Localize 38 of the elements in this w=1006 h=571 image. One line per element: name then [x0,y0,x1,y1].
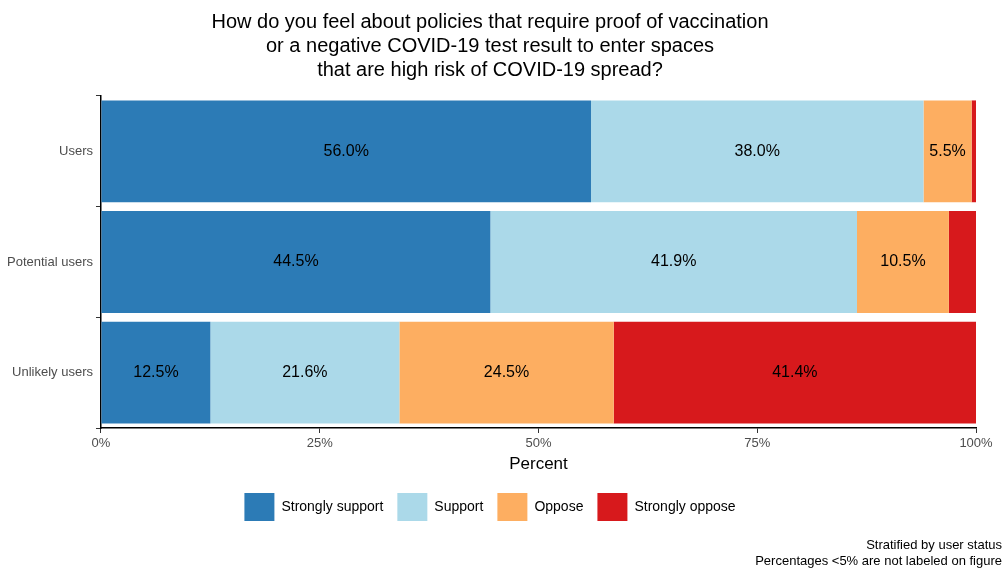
data-label: 38.0% [734,141,780,159]
bar [948,211,976,313]
x-tick-label: 75% [744,435,771,451]
bar [101,321,211,424]
data-label: 10.5% [880,252,926,270]
legend-label: Support [434,497,484,514]
legend-label: Strongly support [281,497,384,514]
data-label: 5.5% [929,141,966,159]
bar [591,100,924,203]
data-label: 56.0% [323,141,369,159]
data-label: 12.5% [133,363,179,381]
bar [923,100,972,203]
text: Percentages <5% are not labeled on figure [755,553,1002,568]
y-tick-label: Unlikely users [12,364,94,380]
bar [210,321,400,424]
bar [101,100,591,203]
x-tick-label: 50% [525,435,552,451]
x-axis-title: Percent [509,454,569,474]
data-label: 41.9% [651,252,697,270]
x-tick-label: 100% [959,435,994,451]
bar [857,211,949,313]
chart-title: How do you feel about policies that require proof of vaccination or a negative COVID-19 test result to enter spaces that are high risk of COVID-19 spread? [211,9,769,80]
legend-label: Strongly oppose [634,497,736,514]
data-label: 21.6% [282,363,328,381]
text: Stratified by user status [866,537,1003,552]
bar [613,321,976,424]
bar [101,211,491,313]
bar [490,211,857,313]
data-label: 44.5% [273,252,319,270]
y-tick-label: Potential users [6,253,94,269]
legend-label: Oppose [534,497,584,514]
y-tick-label: Users [59,142,94,158]
data-label: 41.4% [772,363,818,381]
bar [399,321,614,424]
x-tick-label: 25% [306,435,334,451]
data-label: 24.5% [483,363,530,381]
x-tick-label: 0% [91,435,111,451]
bar [971,100,976,203]
